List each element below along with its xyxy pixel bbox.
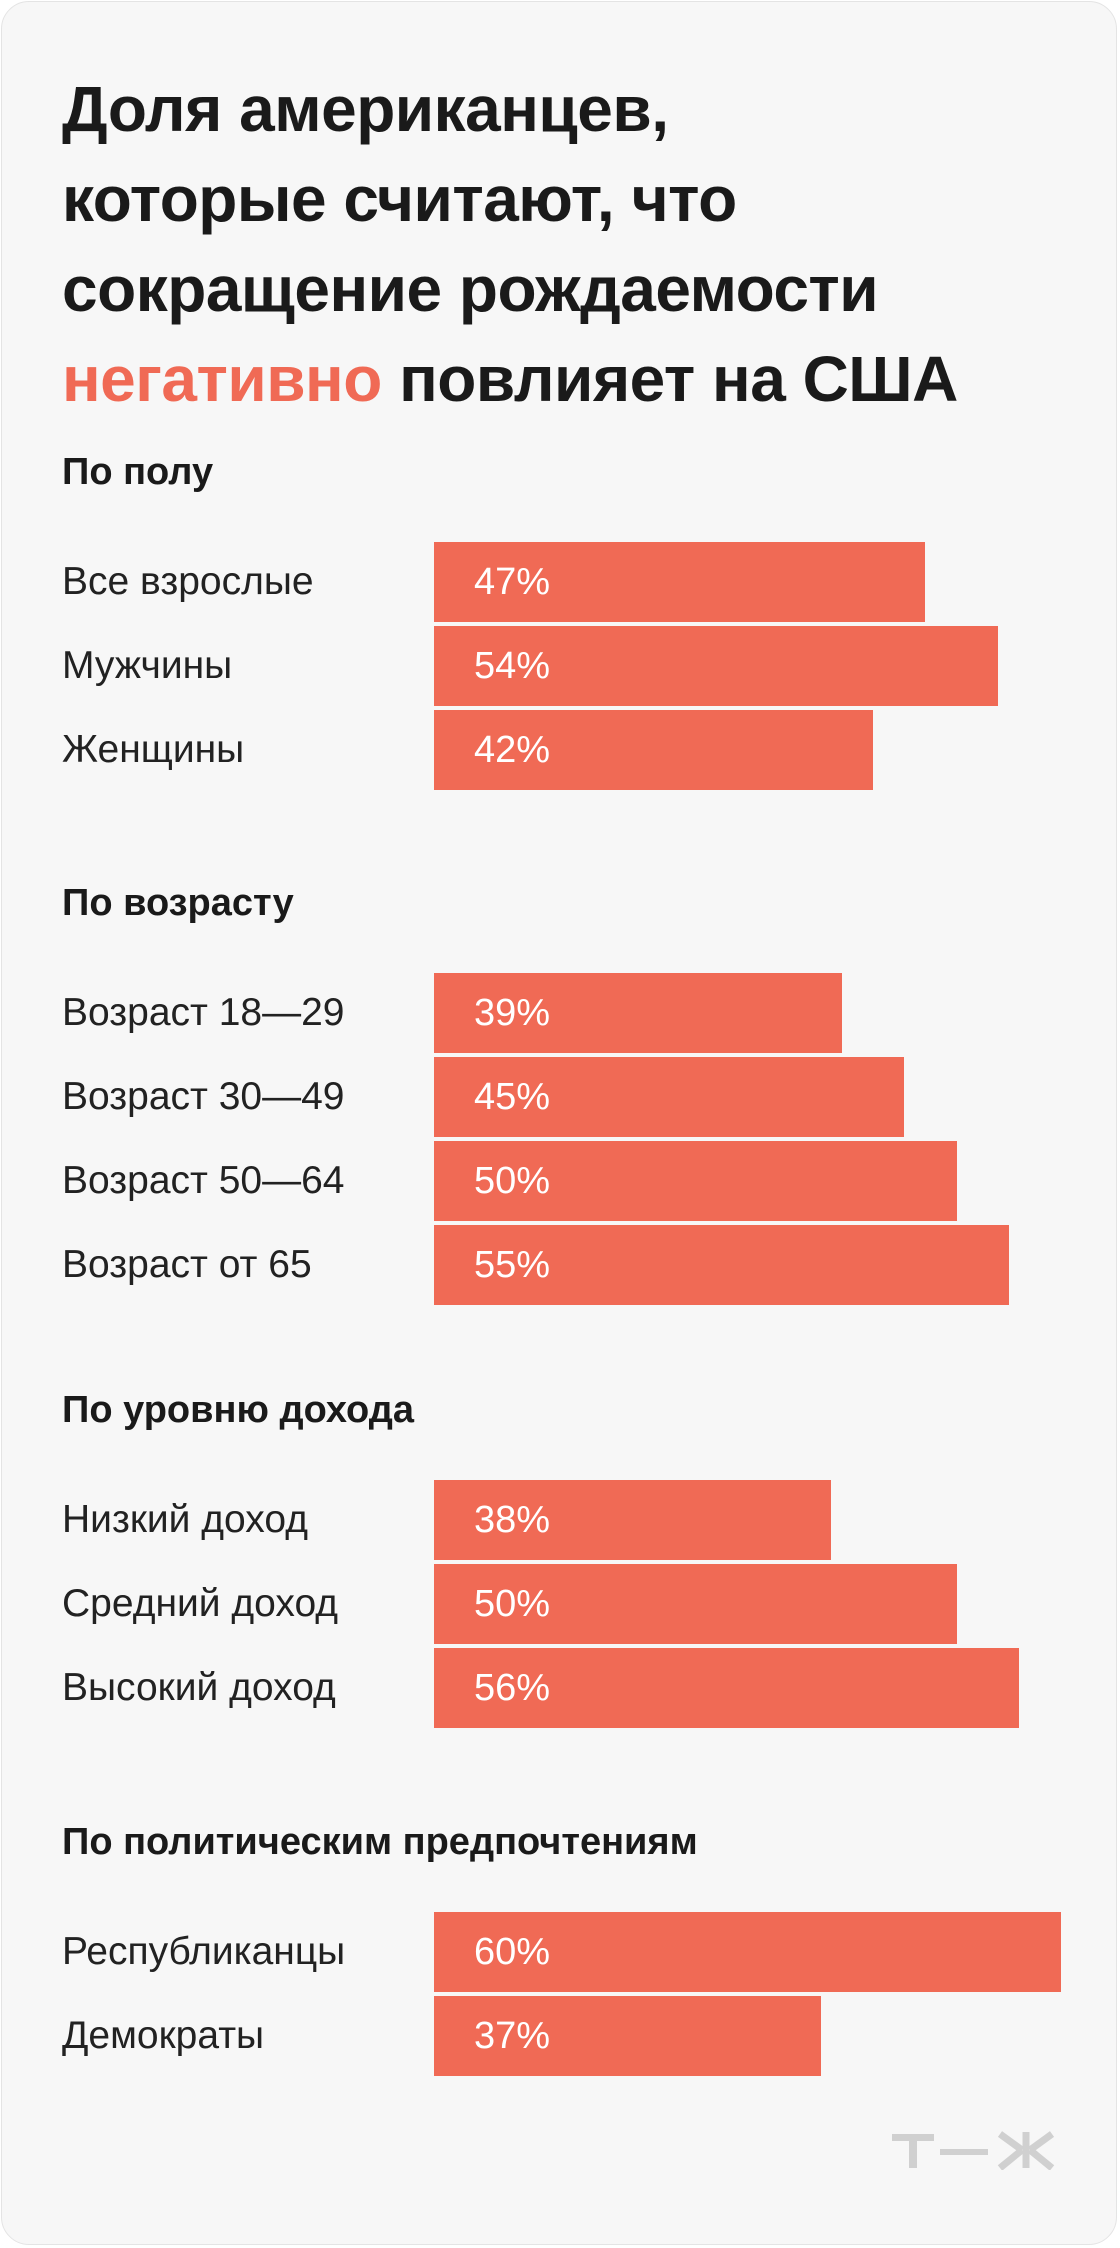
category-label: Женщины — [62, 728, 245, 771]
category-label: Мужчины — [62, 644, 233, 687]
bar: 45% — [434, 1057, 904, 1137]
value-label: 42% — [474, 729, 551, 771]
bar: 39% — [434, 973, 842, 1053]
value-label: 47% — [474, 561, 551, 603]
category-label: Демократы — [62, 2014, 265, 2057]
category-label: Возраст от 65 — [62, 1243, 312, 1286]
title-line-3: сокращение рождаемости — [62, 253, 879, 325]
value-label: 55% — [474, 1244, 551, 1286]
value-label: 56% — [474, 1667, 551, 1709]
value-label: 54% — [474, 645, 551, 687]
bar: 42% — [434, 710, 873, 790]
bar: 37% — [434, 1996, 821, 2076]
bar: 56% — [434, 1648, 1019, 1728]
value-label: 37% — [474, 2015, 551, 2057]
group-title: По уровню дохода — [62, 1389, 415, 1431]
bar: 60% — [434, 1912, 1061, 1992]
title-line-1: Доля американцев, — [62, 73, 669, 145]
value-label: 38% — [474, 1499, 551, 1541]
title-line-4: негативно повлияет на США — [62, 334, 1082, 424]
group-title: По политическим предпочтениям — [62, 1821, 698, 1863]
category-label: Возраст 18—29 — [62, 991, 345, 1034]
bar: 47% — [434, 542, 925, 622]
category-label: Средний доход — [62, 1582, 339, 1625]
chart-title: Доля американцев, которые считают, что с… — [62, 64, 1082, 424]
tzh-logo-icon — [892, 2131, 1055, 2170]
group-title: По возрасту — [62, 882, 294, 924]
title-accent-word: негативно — [62, 343, 382, 415]
group-title: По полу — [62, 451, 214, 493]
category-label: Возраст 50—64 — [62, 1159, 345, 1202]
category-label: Республиканцы — [62, 1930, 346, 1973]
value-label: 50% — [474, 1583, 551, 1625]
bar: 50% — [434, 1141, 957, 1221]
value-label: 60% — [474, 1931, 551, 1973]
bar: 50% — [434, 1564, 957, 1644]
bar: 54% — [434, 626, 998, 706]
category-label: Возраст 30—49 — [62, 1075, 345, 1118]
value-label: 39% — [474, 992, 551, 1034]
category-label: Высокий доход — [62, 1666, 336, 1709]
category-label: Низкий доход — [62, 1498, 308, 1541]
value-label: 50% — [474, 1160, 551, 1202]
category-label: Все взрослые — [62, 560, 314, 603]
bar: 38% — [434, 1480, 831, 1560]
bar: 55% — [434, 1225, 1009, 1305]
value-label: 45% — [474, 1076, 551, 1118]
title-line-2: которые считают, что — [62, 163, 737, 235]
title-line-4-rest: повлияет на США — [381, 343, 958, 415]
